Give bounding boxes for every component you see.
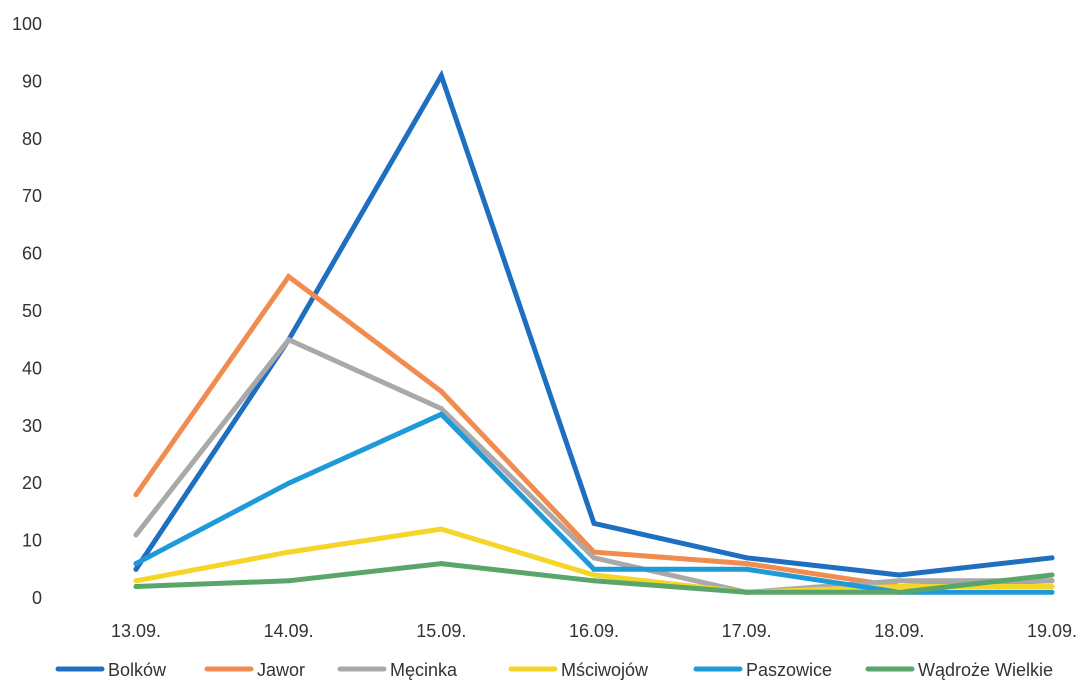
data-point bbox=[591, 566, 597, 572]
data-point bbox=[744, 555, 750, 561]
y-tick-label: 0 bbox=[32, 588, 42, 608]
data-point bbox=[286, 480, 292, 486]
series-wądroże-wielkie bbox=[133, 561, 1055, 595]
data-point bbox=[744, 561, 750, 567]
y-tick-label: 40 bbox=[22, 358, 42, 378]
data-point bbox=[1049, 584, 1055, 590]
legend-item: Paszowice bbox=[693, 660, 832, 680]
series-line bbox=[133, 411, 1055, 595]
legend-item: Wądroże Wielkie bbox=[865, 660, 1053, 680]
legend-label: Paszowice bbox=[746, 660, 832, 680]
series-line bbox=[133, 69, 1055, 578]
data-point bbox=[438, 406, 444, 412]
y-tick-label: 30 bbox=[22, 416, 42, 436]
data-point bbox=[438, 561, 444, 567]
series-paszowice bbox=[133, 411, 1055, 595]
series-jawor bbox=[133, 273, 1055, 590]
data-point bbox=[133, 561, 139, 567]
data-point bbox=[438, 73, 444, 79]
data-point bbox=[133, 578, 139, 584]
y-tick-label: 60 bbox=[22, 244, 42, 264]
data-point bbox=[438, 411, 444, 417]
data-point bbox=[1049, 555, 1055, 561]
series-layer bbox=[133, 69, 1055, 595]
x-tick-label: 17.09. bbox=[722, 621, 772, 641]
data-point bbox=[591, 520, 597, 526]
x-tick-label: 18.09. bbox=[874, 621, 924, 641]
y-tick-label: 50 bbox=[22, 301, 42, 321]
x-tick-label: 19.09. bbox=[1027, 621, 1077, 641]
data-point bbox=[133, 566, 139, 572]
legend-item: Mściwojów bbox=[508, 660, 649, 680]
y-tick-label: 80 bbox=[22, 129, 42, 149]
series-line bbox=[133, 273, 1055, 590]
data-point bbox=[1049, 578, 1055, 584]
legend-label: Mściwojów bbox=[561, 660, 649, 680]
y-tick-label: 70 bbox=[22, 186, 42, 206]
legend: Bolków Jawor Męcinka Mściwojów Paszowice Wądr… bbox=[55, 660, 1053, 680]
x-tick-label: 16.09. bbox=[569, 621, 619, 641]
y-tick-label: 10 bbox=[22, 531, 42, 551]
data-point bbox=[133, 532, 139, 538]
legend-label: Wądroże Wielkie bbox=[918, 660, 1053, 680]
legend-item: Bolków bbox=[55, 660, 167, 680]
data-point bbox=[438, 388, 444, 394]
y-tick-label: 90 bbox=[22, 71, 42, 91]
legend-label: Męcinka bbox=[390, 660, 458, 680]
data-point bbox=[744, 589, 750, 595]
y-axis: 0 10 20 30 40 50 60 70 80 90 100 bbox=[12, 14, 42, 608]
legend-item: Jawor bbox=[204, 660, 305, 680]
data-point bbox=[438, 526, 444, 532]
x-axis: 13.09. 14.09. 15.09. 16.09. 17.09. 18.09. 19.0… bbox=[111, 621, 1077, 641]
data-point bbox=[286, 578, 292, 584]
data-point bbox=[591, 572, 597, 578]
data-point bbox=[1049, 589, 1055, 595]
x-tick-label: 14.09. bbox=[264, 621, 314, 641]
data-point bbox=[286, 337, 292, 343]
x-tick-label: 13.09. bbox=[111, 621, 161, 641]
series-męcinka bbox=[133, 336, 1055, 595]
data-point bbox=[286, 549, 292, 555]
legend-label: Jawor bbox=[257, 660, 305, 680]
y-tick-label: 100 bbox=[12, 14, 42, 34]
series-mściwojów bbox=[133, 526, 1055, 595]
legend-item: Męcinka bbox=[337, 660, 458, 680]
y-tick-label: 20 bbox=[22, 473, 42, 493]
data-point bbox=[591, 555, 597, 561]
data-point bbox=[133, 584, 139, 590]
series-bolków bbox=[133, 69, 1055, 578]
data-point bbox=[1049, 572, 1055, 578]
data-point bbox=[133, 492, 139, 498]
x-tick-label: 15.09. bbox=[416, 621, 466, 641]
data-point bbox=[744, 566, 750, 572]
data-point bbox=[286, 274, 292, 280]
data-point bbox=[896, 584, 902, 590]
legend-label: Bolków bbox=[108, 660, 167, 680]
data-point bbox=[896, 572, 902, 578]
data-point bbox=[591, 578, 597, 584]
data-point bbox=[896, 578, 902, 584]
data-point bbox=[896, 589, 902, 595]
